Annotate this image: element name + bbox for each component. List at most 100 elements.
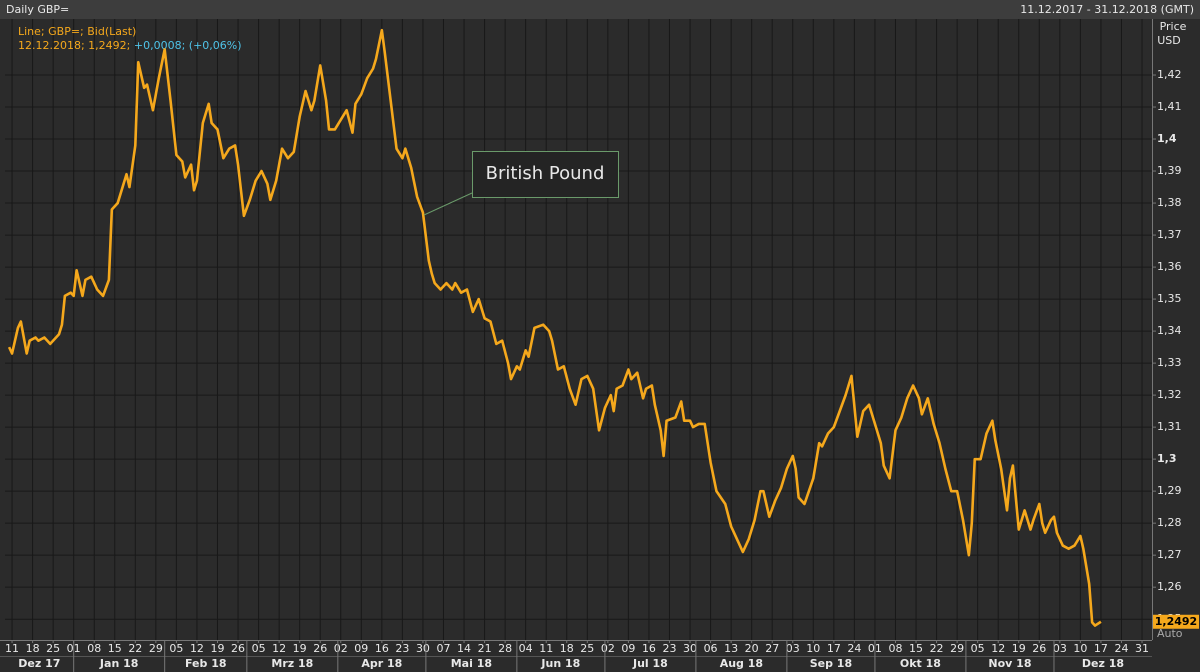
y-scale-mode: Auto xyxy=(1157,627,1183,640)
month-label: Nov 18 xyxy=(988,657,1031,670)
x-tick-label: 18 xyxy=(26,642,40,655)
y-tick-label: 1,41 xyxy=(1157,100,1182,113)
chart-title: Daily GBP= xyxy=(6,3,69,16)
x-tick-label: 06 xyxy=(704,642,718,655)
month-label: Jul 18 xyxy=(632,657,668,670)
y-tick-label: 1,27 xyxy=(1157,548,1182,561)
month-label: Jun 18 xyxy=(540,657,580,670)
x-tick-label: 19 xyxy=(1012,642,1026,655)
x-tick-label: 24 xyxy=(1114,642,1128,655)
y-tick-label: 1,38 xyxy=(1157,196,1182,209)
month-label: Dez 17 xyxy=(18,657,60,670)
x-tick-label: 26 xyxy=(231,642,245,655)
legend-info: 12.12.2018; 1,2492; +0,0008; (+0,06%) xyxy=(18,39,242,52)
y-tick-label: 1,28 xyxy=(1157,516,1182,529)
x-tick-label: 07 xyxy=(436,642,450,655)
y-tick-label: 1,31 xyxy=(1157,420,1182,433)
x-tick-label: 31 xyxy=(1135,642,1149,655)
x-tick-label: 20 xyxy=(745,642,759,655)
x-tick-label: 03 xyxy=(786,642,800,655)
x-tick-label: 13 xyxy=(724,642,738,655)
x-tick-label: 30 xyxy=(683,642,697,655)
month-label: Mai 18 xyxy=(451,657,492,670)
y-tick-label: 1,34 xyxy=(1157,324,1182,337)
x-tick-label: 22 xyxy=(128,642,142,655)
y-tick-label: 1,29 xyxy=(1157,484,1182,497)
x-tick-label: 16 xyxy=(375,642,389,655)
x-tick-label: 09 xyxy=(354,642,368,655)
month-label: Aug 18 xyxy=(720,657,763,670)
y-axis-panel xyxy=(1152,19,1200,640)
price-line xyxy=(7,28,1102,627)
x-tick-label: 21 xyxy=(478,642,492,655)
month-label: Feb 18 xyxy=(185,657,227,670)
y-tick-label: 1,36 xyxy=(1157,260,1182,273)
y-tick-label: 1,26 xyxy=(1157,580,1182,593)
y-tick-label: 1,3 xyxy=(1157,452,1177,465)
x-tick-label: 29 xyxy=(950,642,964,655)
y-tick-label: 1,39 xyxy=(1157,164,1182,177)
y-axis-unit: USD xyxy=(1157,34,1181,47)
x-tick-label: 18 xyxy=(560,642,574,655)
y-tick-label: 1,33 xyxy=(1157,356,1182,369)
x-tick-label: 25 xyxy=(46,642,60,655)
x-tick-label: 15 xyxy=(108,642,122,655)
x-tick-label: 14 xyxy=(457,642,471,655)
x-tick-label: 10 xyxy=(1073,642,1087,655)
last-price-box xyxy=(1153,614,1199,629)
x-tick-label: 30 xyxy=(416,642,430,655)
x-tick-label: 09 xyxy=(621,642,635,655)
x-tick-label: 26 xyxy=(313,642,327,655)
x-tick-label: 12 xyxy=(991,642,1005,655)
x-tick-label: 23 xyxy=(395,642,409,655)
last-info: 12.12.2018; 1,2492; xyxy=(18,39,130,52)
x-tick-label: 08 xyxy=(888,642,902,655)
y-tick-label: 1,32 xyxy=(1157,388,1182,401)
x-tick-label: 17 xyxy=(827,642,841,655)
x-tick-label: 02 xyxy=(334,642,348,655)
y-tick-label: 1,35 xyxy=(1157,292,1182,305)
x-tick-label: 11 xyxy=(5,642,19,655)
month-label: Mrz 18 xyxy=(271,657,313,670)
month-label: Sep 18 xyxy=(810,657,852,670)
x-tick-label: 17 xyxy=(1094,642,1108,655)
x-tick-label: 12 xyxy=(272,642,286,655)
x-tick-label: 10 xyxy=(806,642,820,655)
x-tick-label: 25 xyxy=(580,642,594,655)
chart-subtitle: 11.12.2017 - 31.12.2018 (GMT) xyxy=(1020,3,1194,16)
x-tick-label: 05 xyxy=(971,642,985,655)
x-tick-label: 05 xyxy=(252,642,266,655)
x-tick-label: 26 xyxy=(1032,642,1046,655)
last-change: +0,0008; (+0,06%) xyxy=(134,39,242,52)
annotation: British Pound xyxy=(486,163,605,184)
last-price-label: 1,2492 xyxy=(1155,615,1197,628)
x-tick-label: 02 xyxy=(601,642,615,655)
x-tick-label: 27 xyxy=(765,642,779,655)
x-tick-label: 03 xyxy=(1053,642,1067,655)
month-label: Jan 18 xyxy=(99,657,138,670)
y-tick-label: 1,42 xyxy=(1157,68,1182,81)
x-tick-label: 16 xyxy=(642,642,656,655)
x-tick-label: 28 xyxy=(498,642,512,655)
annotation-leader xyxy=(423,192,473,216)
x-tick-label: 29 xyxy=(149,642,163,655)
x-tick-label: 11 xyxy=(539,642,553,655)
x-tick-label: 19 xyxy=(210,642,224,655)
x-tick-label: 05 xyxy=(169,642,183,655)
x-tick-label: 22 xyxy=(930,642,944,655)
y-axis-label: Price xyxy=(1160,20,1187,33)
x-tick-label: 04 xyxy=(519,642,533,655)
x-tick-label: 24 xyxy=(847,642,861,655)
header-bar xyxy=(0,0,1200,19)
month-label: Okt 18 xyxy=(900,657,941,670)
grid xyxy=(5,19,1152,640)
month-label: Dez 18 xyxy=(1082,657,1124,670)
x-tick-label: 23 xyxy=(662,642,676,655)
legend-label: Line; GBP=; Bid(Last) xyxy=(18,25,136,38)
x-tick-label: 08 xyxy=(87,642,101,655)
month-label: Apr 18 xyxy=(361,657,402,670)
annotation-box xyxy=(472,151,619,198)
x-tick-label: 19 xyxy=(293,642,307,655)
